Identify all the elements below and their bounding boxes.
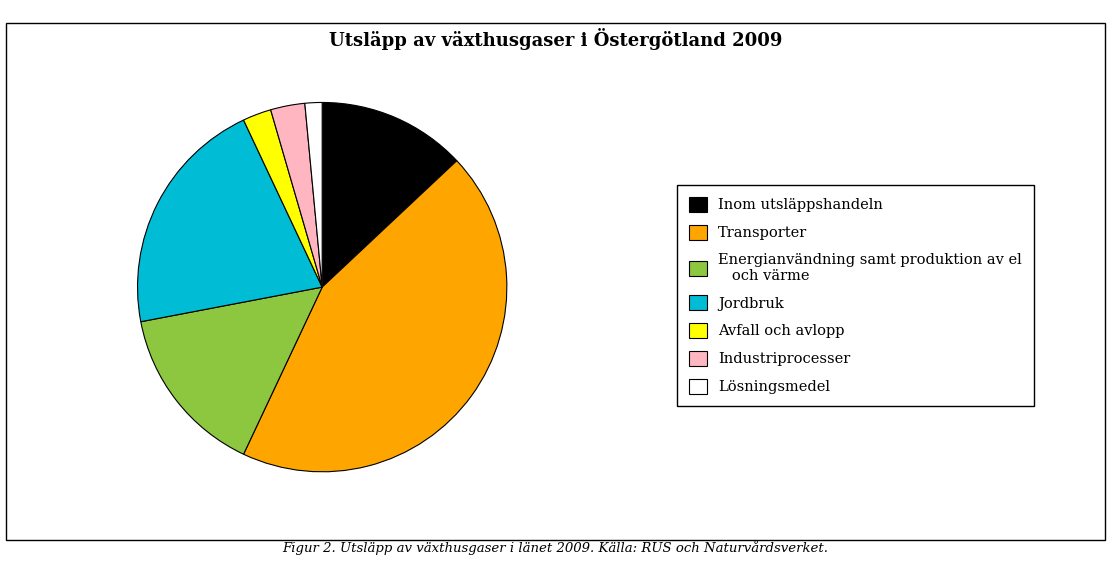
Wedge shape	[243, 160, 507, 472]
Wedge shape	[322, 102, 457, 287]
Text: Figur 2. Utsläpp av växthusgaser i länet 2009. Källa: RUS och Naturvårdsverket.: Figur 2. Utsläpp av växthusgaser i länet…	[282, 540, 829, 555]
Wedge shape	[271, 103, 322, 287]
Wedge shape	[138, 120, 322, 321]
Wedge shape	[243, 110, 322, 287]
Legend: Inom utsläppshandeln, Transporter, Energianvändning samt produktion av el
   och: Inom utsläppshandeln, Transporter, Energ…	[678, 185, 1033, 406]
Text: Utsläpp av växthusgaser i Östergötland 2009: Utsläpp av växthusgaser i Östergötland 2…	[329, 28, 782, 50]
Wedge shape	[304, 102, 322, 287]
Wedge shape	[141, 287, 322, 454]
